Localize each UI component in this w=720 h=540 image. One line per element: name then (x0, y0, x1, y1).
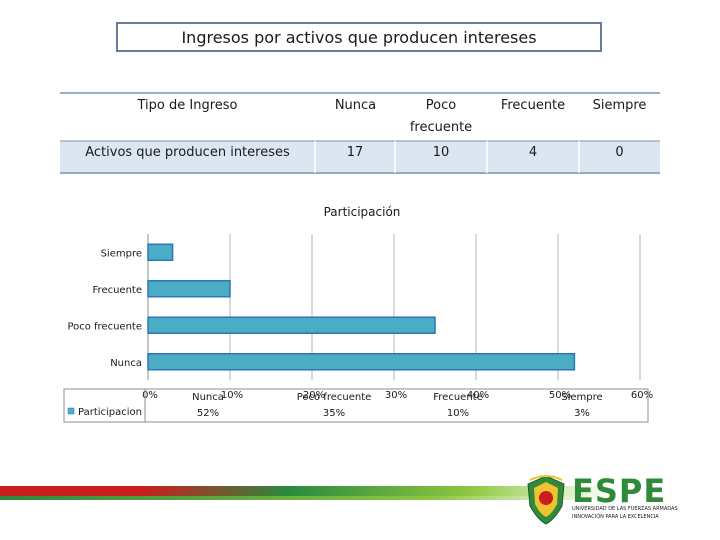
logo-line1: UNIVERSIDAD DE LAS FUERZAS ARMADAS (572, 506, 678, 512)
category-label: Frecuente (93, 285, 142, 296)
header-siempre: Siempre (592, 98, 647, 113)
x-tick-label: 20% (303, 390, 325, 401)
x-tick-label: 50% (549, 390, 571, 401)
cell-nunca: 17 (346, 145, 364, 160)
header-tipo-de-ingreso: Tipo de Ingreso (137, 98, 238, 113)
slide-title: Ingresos por activos que producen intere… (116, 22, 602, 52)
data-table-header: Poco frecuente (297, 392, 372, 403)
bar-nunca (147, 353, 576, 371)
data-table-value: 10% (447, 408, 469, 419)
logo-wordmark: ESPE (572, 472, 667, 510)
data-table-value: 3% (574, 408, 590, 419)
data-table-header: Nunca (192, 392, 224, 403)
footer-stripe-2 (0, 496, 720, 500)
legend-label: Participacion (78, 407, 142, 418)
data-table-header: Siempre (561, 392, 602, 403)
category-label: Nunca (110, 358, 142, 369)
header-frecuente: Frecuente (500, 98, 566, 113)
cell-frecuente: 4 (528, 145, 538, 160)
cell-siempre: 0 (615, 145, 624, 160)
cell-poco-frecuente: 10 (432, 145, 450, 160)
espe-logo: ESPE UNIVERSIDAD DE LAS FUERZAS ARMADAS … (524, 472, 710, 526)
seal-icon (527, 475, 565, 525)
category-label: Siempre (101, 248, 142, 259)
data-table-value: 35% (323, 408, 345, 419)
header-poco-frecuente: Poco frecuente (409, 98, 473, 135)
x-tick-label: 60% (631, 390, 653, 401)
category-label: Poco frecuente (67, 321, 142, 332)
x-tick-label: 0% (142, 390, 158, 401)
bar-frecuente (147, 280, 231, 298)
bar-poco-frecuente (147, 316, 436, 334)
chart-title: Participación (324, 205, 401, 219)
data-table-frame (63, 388, 649, 423)
x-tick-label: 40% (467, 390, 489, 401)
bar-siempre (147, 243, 174, 261)
x-tick-label: 30% (385, 390, 407, 401)
legend-swatch (67, 407, 75, 415)
row-label: Activos que producen intereses (85, 145, 290, 160)
header-nunca: Nunca (334, 98, 377, 113)
x-tick-label: 10% (221, 390, 243, 401)
data-table-header: Frecuente (433, 392, 482, 403)
data-table-value: 52% (197, 408, 219, 419)
logo-line2: INNOVACIÓN PARA LA EXCELENCIA (572, 514, 659, 520)
